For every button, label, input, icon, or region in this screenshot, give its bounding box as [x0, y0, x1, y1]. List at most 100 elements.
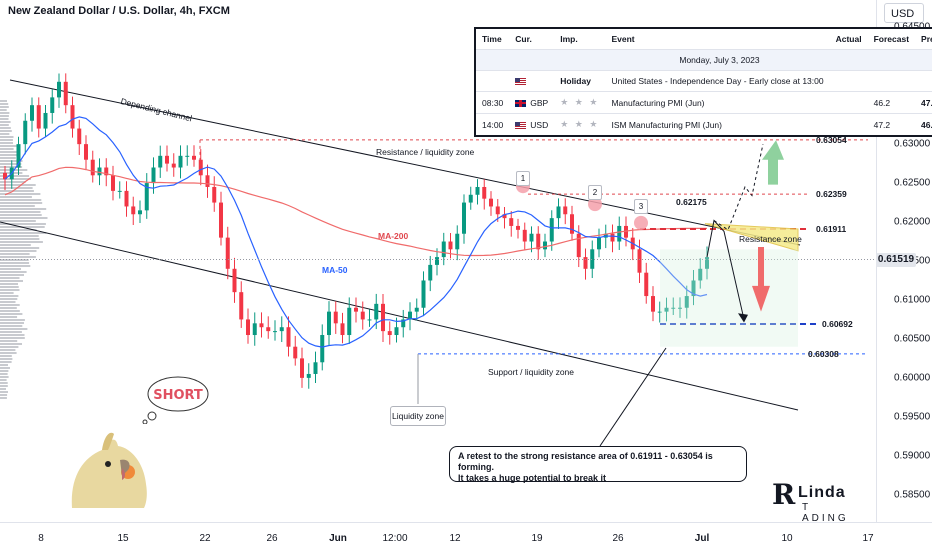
candle-body	[84, 144, 88, 160]
volume-profile-bar	[0, 325, 23, 327]
volume-profile-bar	[0, 145, 17, 147]
current-price-badge: 0.61519	[876, 252, 916, 267]
candle-body	[462, 202, 466, 234]
volume-profile-bar	[0, 283, 18, 285]
candle-body	[428, 264, 433, 281]
volume-profile-bar	[0, 166, 23, 168]
volume-profile-bar	[0, 115, 9, 117]
candle-body	[421, 280, 426, 308]
candle-body	[698, 268, 703, 281]
importance-stars-icon: ★ ★ ★	[554, 113, 606, 137]
calendar-date-row: Monday, July 3, 2023	[475, 49, 932, 71]
candle-body	[266, 327, 271, 332]
candle-body	[340, 323, 345, 336]
candle-body	[158, 155, 163, 168]
volume-profile-bar	[0, 202, 43, 204]
currency-selector[interactable]: USD	[884, 3, 924, 23]
candle-body	[320, 335, 325, 363]
candle-body	[374, 303, 379, 320]
channel-upper-line	[9, 79, 801, 246]
candle-body	[36, 105, 41, 129]
volume-profile-bar	[0, 358, 13, 360]
economic-calendar: Time Cur. Imp. Event Actual Forecast Pre…	[474, 27, 932, 137]
ma200-line	[4, 166, 707, 257]
projection-up-line	[713, 144, 764, 231]
volume-profile-bar	[0, 208, 47, 210]
candle-body	[705, 257, 709, 269]
volume-profile-bar	[0, 385, 8, 387]
volume-profile-bar	[0, 277, 20, 279]
liquidity-zone-label: Liquidity zone	[390, 406, 446, 426]
volume-profile-bar	[0, 289, 20, 291]
volume-profile-bar	[0, 184, 36, 186]
volume-profile-bar	[0, 139, 13, 141]
candle-body	[151, 167, 156, 184]
candle-body	[252, 323, 257, 336]
candle-body	[414, 307, 419, 312]
candle-body	[293, 346, 298, 359]
callout-line-1: A retest to the strong resistance area o…	[458, 451, 713, 472]
candle-body	[691, 280, 696, 297]
table-row[interactable]: 08:30 GBP ★ ★ ★ Manufacturing PMI (Jun) …	[475, 91, 932, 114]
candle-body	[624, 225, 628, 238]
candle-body	[205, 175, 210, 187]
volume-profile-bar	[0, 367, 10, 369]
candle-body	[617, 225, 622, 242]
table-row[interactable]: Holiday United States - Independence Day…	[475, 70, 932, 92]
candle-body	[313, 362, 318, 374]
candle-body	[117, 190, 122, 192]
support-liquidity-label: Support / liquidity zone	[488, 367, 574, 377]
volume-profile-bar	[0, 271, 27, 273]
importance-stars-icon: ★ ★ ★	[554, 91, 606, 114]
candle-body	[509, 218, 514, 226]
candle-body	[63, 81, 68, 106]
y-tick-label: 0.61000	[894, 294, 931, 306]
candle-body	[455, 233, 460, 250]
time-axis-divider	[0, 522, 932, 523]
candle-body	[259, 323, 264, 328]
volume-profile-bar	[0, 190, 34, 192]
candle-body	[583, 257, 588, 269]
volume-profile-bar	[0, 196, 32, 198]
candle-body	[300, 358, 304, 378]
volume-profile-bar	[0, 370, 9, 372]
cockatiel-icon	[71, 432, 147, 508]
volume-profile-bar	[0, 316, 18, 318]
volume-profile-bar	[0, 205, 35, 207]
ma50-line	[4, 116, 708, 348]
volume-profile-bar	[0, 298, 18, 300]
volume-profile-bar	[0, 256, 36, 258]
y-tick-label: 0.62000	[894, 216, 931, 228]
volume-profile-bar	[0, 148, 14, 150]
candle-body	[360, 311, 365, 320]
candle-body	[401, 319, 406, 328]
candle-body	[232, 268, 237, 293]
candle-body	[178, 155, 183, 168]
x-tick-label: 12	[449, 533, 461, 544]
chart-title: New Zealand Dollar / U.S. Dollar, 4h, FX…	[8, 5, 230, 17]
table-row[interactable]: 14:00 USD ★ ★ ★ ISM Manufacturing PMI (J…	[475, 113, 932, 137]
wave-label-2: 2	[588, 185, 602, 200]
candle-body	[306, 373, 311, 378]
resistance-zone-shape	[704, 223, 799, 252]
y-tick-label: 0.60000	[894, 372, 931, 384]
y-tick-label: 0.63000	[894, 138, 931, 150]
candle-body	[408, 311, 412, 320]
candle-body	[327, 311, 331, 336]
wave-marker-3	[634, 215, 648, 230]
candle-body	[225, 237, 230, 269]
us-flag-icon	[515, 121, 527, 129]
candle-body	[111, 175, 115, 191]
volume-profile-bar	[0, 229, 37, 231]
candle-body	[387, 331, 392, 336]
col-event: Event	[605, 28, 830, 50]
thought-text: SHORT	[153, 388, 203, 403]
candle-body	[657, 311, 662, 313]
volume-profile-bar	[0, 328, 28, 330]
candle-body	[516, 225, 520, 230]
volume-profile-bar	[0, 268, 21, 270]
x-tick-label: 19	[531, 533, 543, 544]
candle-body	[570, 214, 574, 234]
x-tick-label: 15	[117, 533, 129, 544]
